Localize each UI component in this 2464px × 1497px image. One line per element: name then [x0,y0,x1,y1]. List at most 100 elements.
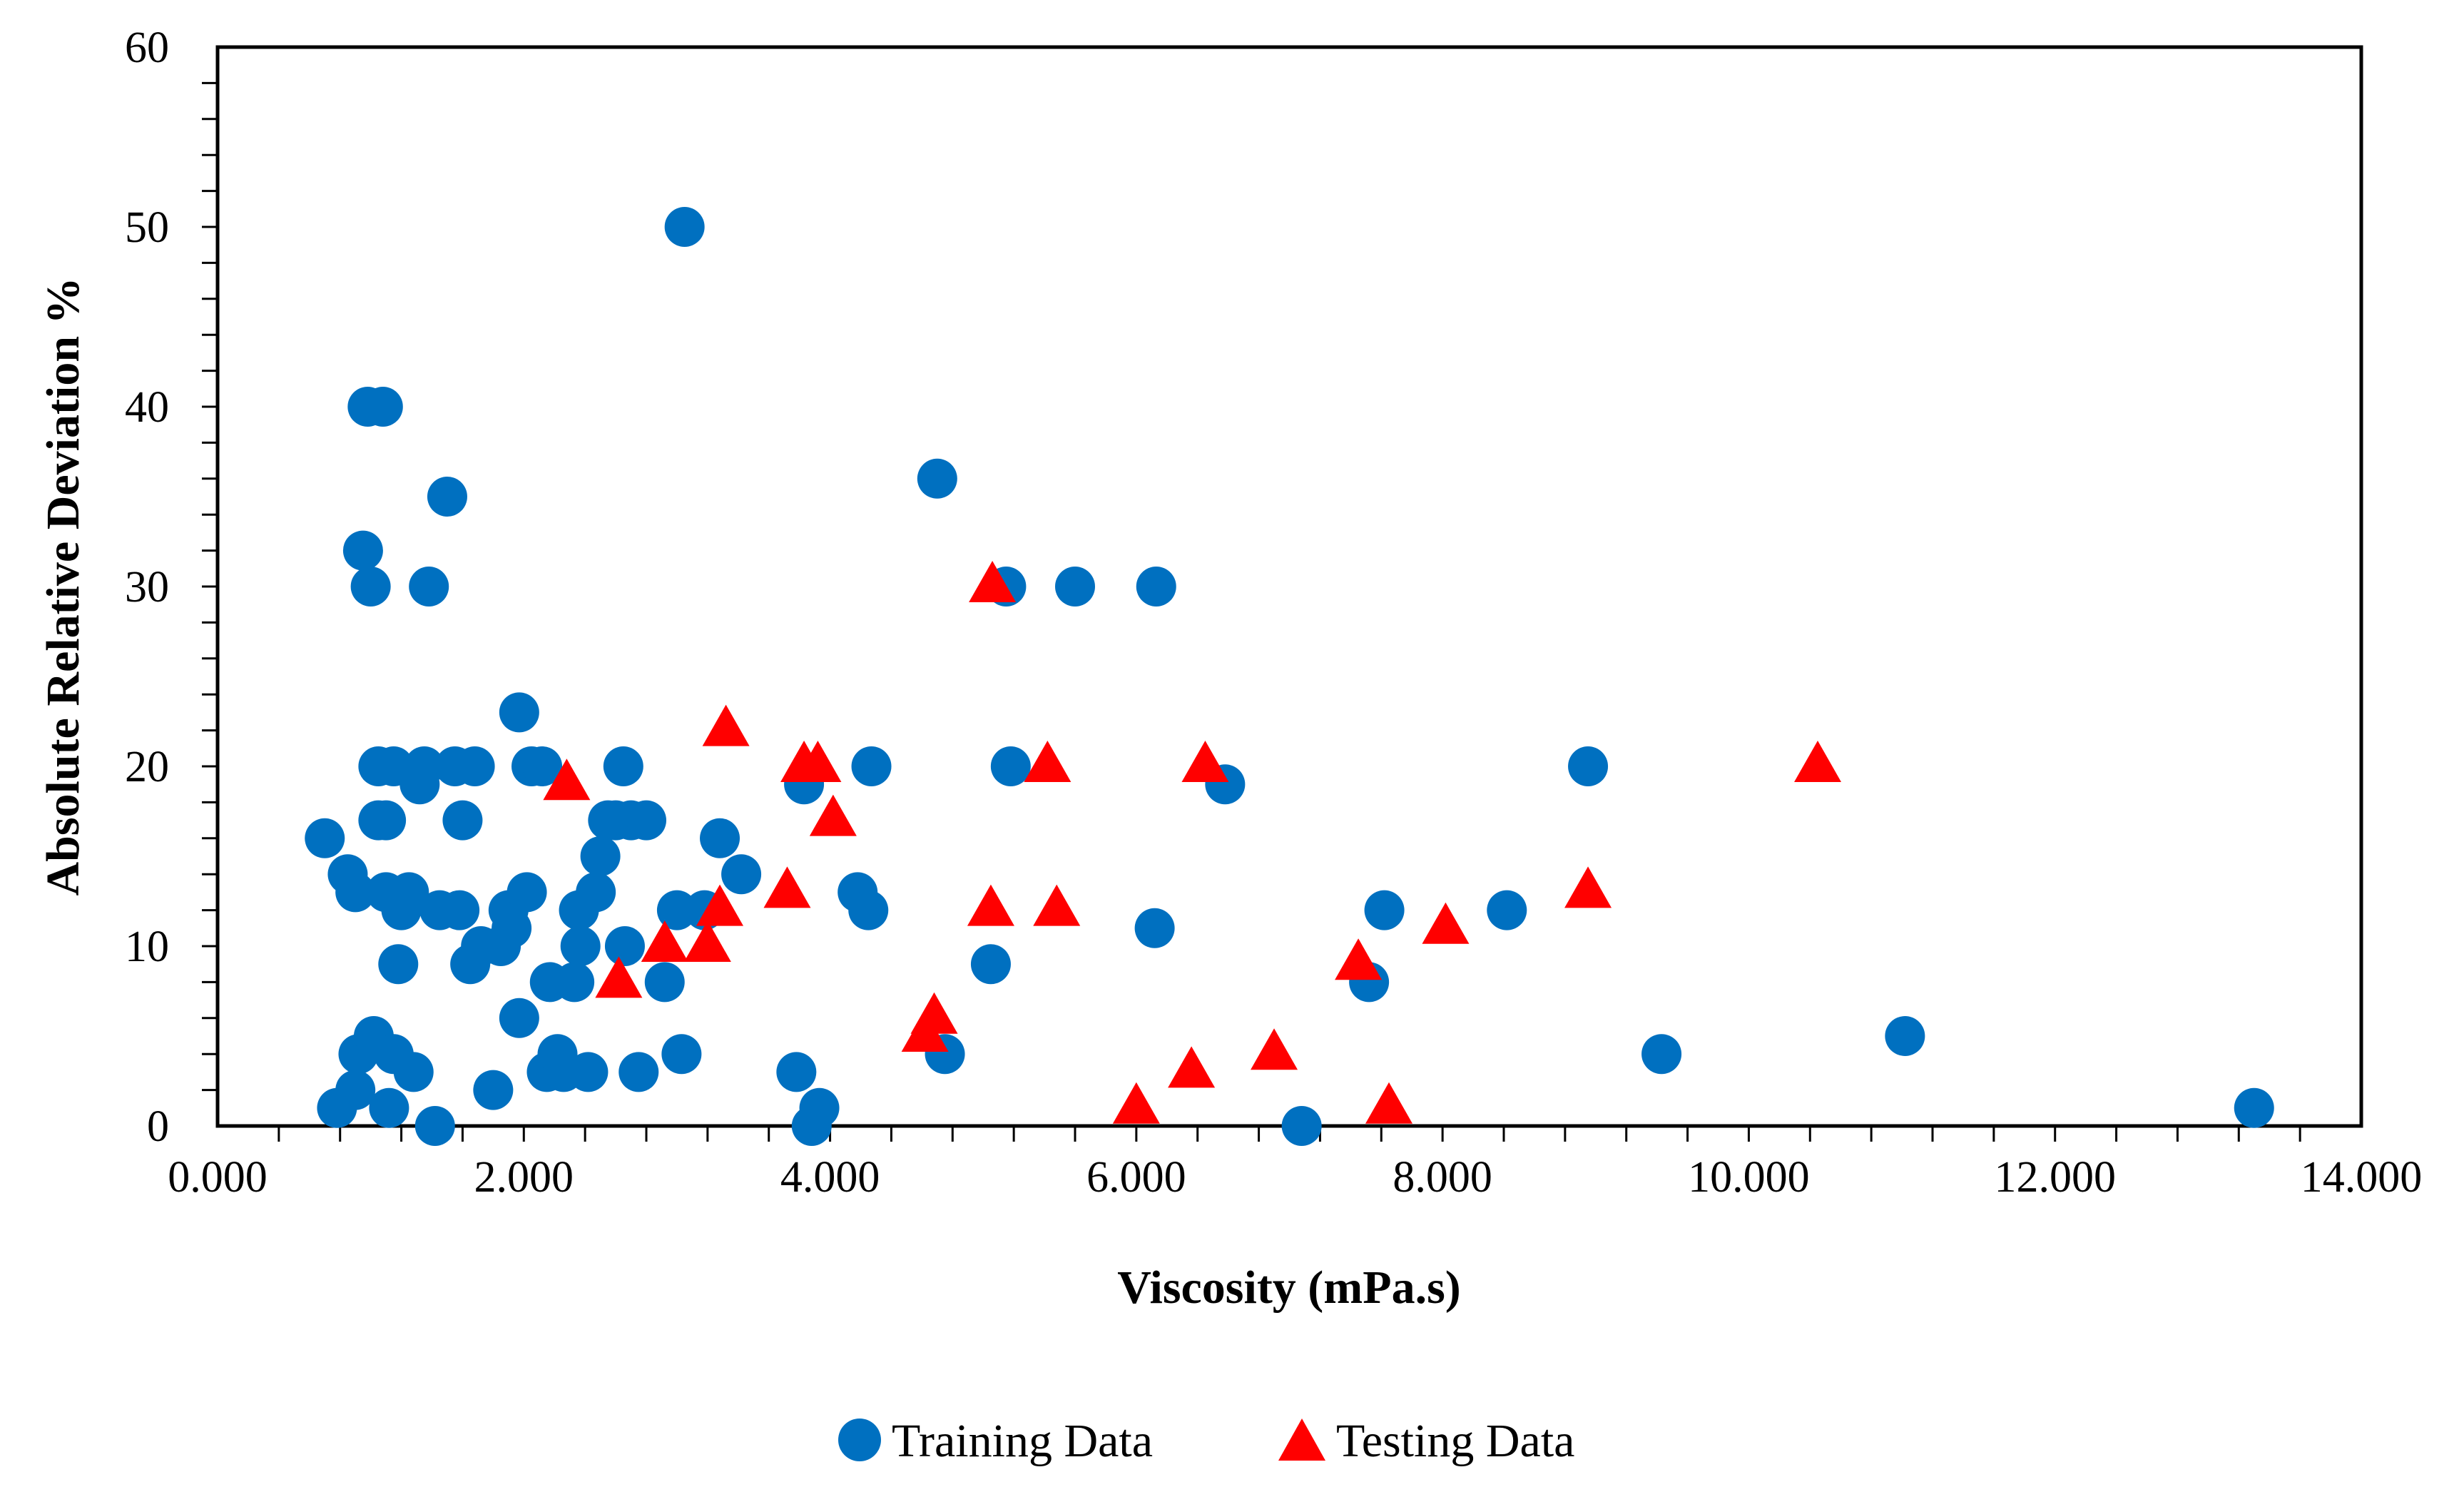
testing-data-point [1033,884,1081,926]
training-data-point [414,1106,455,1146]
training-data-point [499,692,539,733]
training-data-point [970,944,1011,985]
minor-ticks [202,81,2301,1142]
training-data-point [554,962,595,1003]
legend: Training Data Testing Data [838,1415,1574,1467]
x-tick-label: 0.000 [168,1153,268,1202]
training-data-point [389,872,429,913]
training-data-point [369,1087,409,1128]
training-data-point [454,746,495,786]
training-data-point [576,872,616,913]
training-data-point [799,1087,840,1128]
training-data-point [378,944,419,985]
training-data-point [560,926,601,966]
training-data-point [568,1052,609,1092]
testing-data-point [1335,938,1383,980]
testing-data-point [1422,902,1470,944]
x-tick-label: 14.000 [2301,1153,2423,1202]
testing-data-point [910,992,958,1034]
training-data-point [1568,746,1609,786]
training-data-point [990,746,1031,786]
testing-data-point [702,704,750,746]
training-data-point [350,567,391,607]
training-data-point [1885,1016,1925,1056]
testing-data-point [763,866,811,908]
training-data-point [1055,567,1095,607]
training-data-point [305,818,345,858]
testing-data-point [1112,1082,1160,1124]
training-data-point [1281,1106,1322,1146]
training-data-point [427,477,467,517]
training-data-point [644,962,685,1003]
training-data-point [492,908,532,948]
y-tick-label: 20 [125,743,169,791]
training-data-point [1487,890,1527,930]
testing-data-point [595,956,643,998]
testing-data-point [641,920,688,962]
legend-training-marker [838,1419,881,1461]
testing-data-point [1794,741,1842,782]
legend-testing-marker [1278,1419,1325,1461]
training-data-point [851,746,892,786]
y-tick-labels: 0 10 20 30 40 50 60 [125,24,169,1151]
testing-data-point [1168,1046,1216,1088]
testing-data-point [1024,741,1071,782]
x-tick-label: 10.000 [1688,1153,1810,1202]
y-tick-label: 10 [125,923,169,971]
y-axis-title: Absolute Relative Deviation % [37,277,89,895]
testing-data-point [1365,1082,1413,1124]
training-data-point [1364,890,1405,930]
training-data-point [335,1070,376,1110]
plot-area [215,45,2363,1128]
training-data-point [473,1070,514,1110]
training-data-point [664,207,705,247]
training-data-point [721,854,762,895]
training-data-point [499,998,539,1038]
training-data-point [439,890,480,930]
legend-training-label: Training Data [892,1415,1153,1467]
y-tick-label: 40 [125,383,169,432]
training-data-point [656,890,697,930]
testing-data-point [1564,866,1612,908]
x-tick-labels: 0.000 2.000 4.000 6.000 8.000 10.000 12.000 14.… [168,1153,2422,1202]
testing-data-point [969,561,1017,602]
training-data-point [2234,1087,2274,1128]
testing-data-point [543,758,591,801]
testing-data-point [1251,1028,1298,1070]
training-data-point [409,567,449,607]
training-data-point [362,387,403,427]
training-data-point [618,1052,659,1092]
training-data-point [1136,567,1176,607]
training-data-point [335,872,376,913]
training-data-point [580,836,621,876]
training-data-point [848,890,889,930]
testing-data-point [967,884,1014,926]
training-data-point [626,800,666,841]
x-tick-label: 8.000 [1393,1153,1492,1202]
training-data-point [700,818,740,858]
training-data-point [1641,1034,1682,1075]
y-tick-label: 0 [147,1102,169,1151]
legend-testing-label: Testing Data [1336,1415,1574,1467]
testing-data-point [794,741,842,782]
y-tick-label: 50 [125,203,169,252]
y-tick-label: 60 [125,24,169,72]
testing-data-point [1181,741,1229,782]
training-data-point [604,926,645,966]
x-tick-label: 4.000 [780,1153,880,1202]
training-data-point [342,530,383,571]
training-data-points [305,207,2274,1146]
training-data-point [404,746,444,786]
training-data-point [442,800,483,841]
testing-data-points [543,561,1842,1124]
training-data-point [661,1034,702,1075]
x-tick-label: 6.000 [1086,1153,1186,1202]
training-data-point [506,872,547,913]
testing-data-point [809,794,857,836]
testing-data-point [683,920,731,962]
training-data-point [603,746,643,786]
training-data-point [1134,908,1175,948]
testing-data-point [696,884,744,926]
x-tick-label: 2.000 [474,1153,574,1202]
